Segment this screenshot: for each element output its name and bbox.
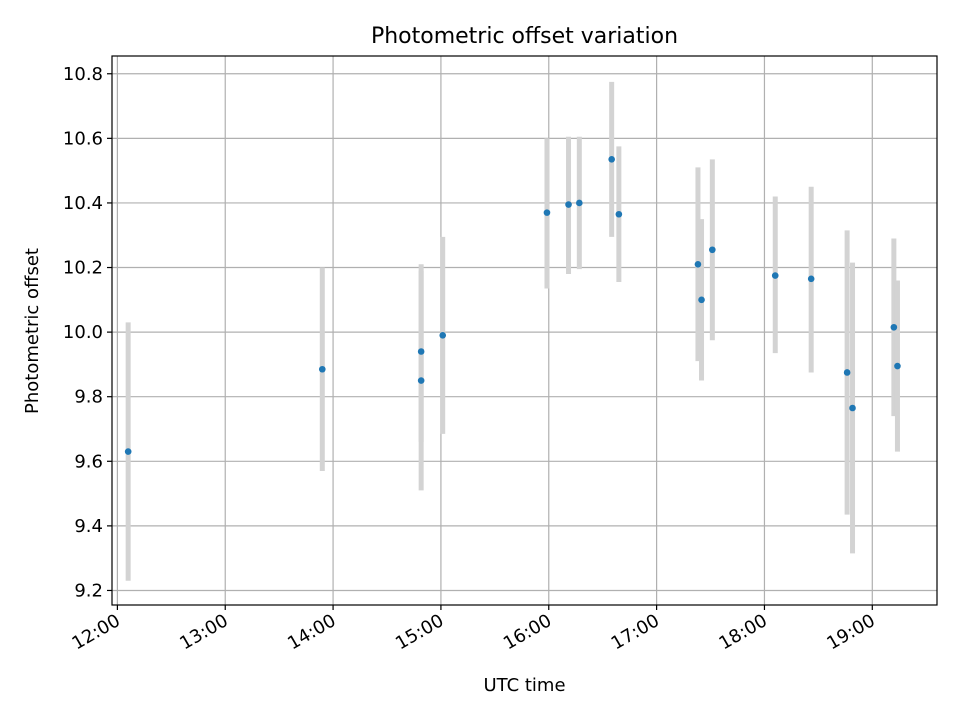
data-point xyxy=(318,365,326,373)
x-tick-label: 17:00 xyxy=(608,610,663,654)
grid-layer xyxy=(112,56,937,605)
chart-title: Photometric offset variation xyxy=(371,24,678,49)
y-tick-label: 10.4 xyxy=(63,193,103,214)
data-point xyxy=(543,209,551,216)
data-point xyxy=(124,448,132,455)
data-point xyxy=(807,275,815,283)
y-tick-label: 10.2 xyxy=(63,258,103,279)
y-tick-label: 10.6 xyxy=(63,128,103,149)
x-tick-label: 14:00 xyxy=(284,610,339,654)
data-point xyxy=(439,332,447,339)
x-axis-label: UTC time xyxy=(483,675,565,696)
data-point xyxy=(576,199,583,207)
y-tick-label: 9.2 xyxy=(74,580,103,601)
data-point xyxy=(890,323,898,331)
x-tick-label: 16:00 xyxy=(500,610,555,654)
data-point xyxy=(565,201,572,208)
data-point xyxy=(615,210,623,218)
y-tick-label: 9.4 xyxy=(74,516,103,537)
data-point xyxy=(698,296,705,304)
y-tick-label: 10.8 xyxy=(63,64,103,85)
data-point xyxy=(417,348,425,355)
data-point xyxy=(843,369,851,376)
errorbar-layer xyxy=(125,81,900,581)
x-tick-label: 15:00 xyxy=(392,610,447,654)
y-tick-label: 9.8 xyxy=(74,387,103,408)
plot-frame xyxy=(111,55,938,606)
point-layer xyxy=(124,156,901,455)
x-tick-label: 18:00 xyxy=(716,610,771,654)
data-point xyxy=(771,272,779,279)
data-point xyxy=(417,377,425,384)
data-point xyxy=(694,260,702,268)
data-point xyxy=(894,362,901,370)
tick-layer: 12:00 13:00 14:00 15:00 16:00 17:00 18:00 19:00… xyxy=(63,64,879,655)
x-tick-label: 13:00 xyxy=(176,610,231,654)
x-tick-label: 12:00 xyxy=(68,610,123,654)
y-tick-label: 10.0 xyxy=(63,322,103,343)
y-tick-label: 9.6 xyxy=(74,451,103,472)
data-point xyxy=(709,246,716,254)
y-axis-label: Photometric offset xyxy=(22,248,43,414)
data-point xyxy=(849,404,856,412)
data-point xyxy=(608,156,615,163)
x-tick-label: 19:00 xyxy=(823,610,878,654)
